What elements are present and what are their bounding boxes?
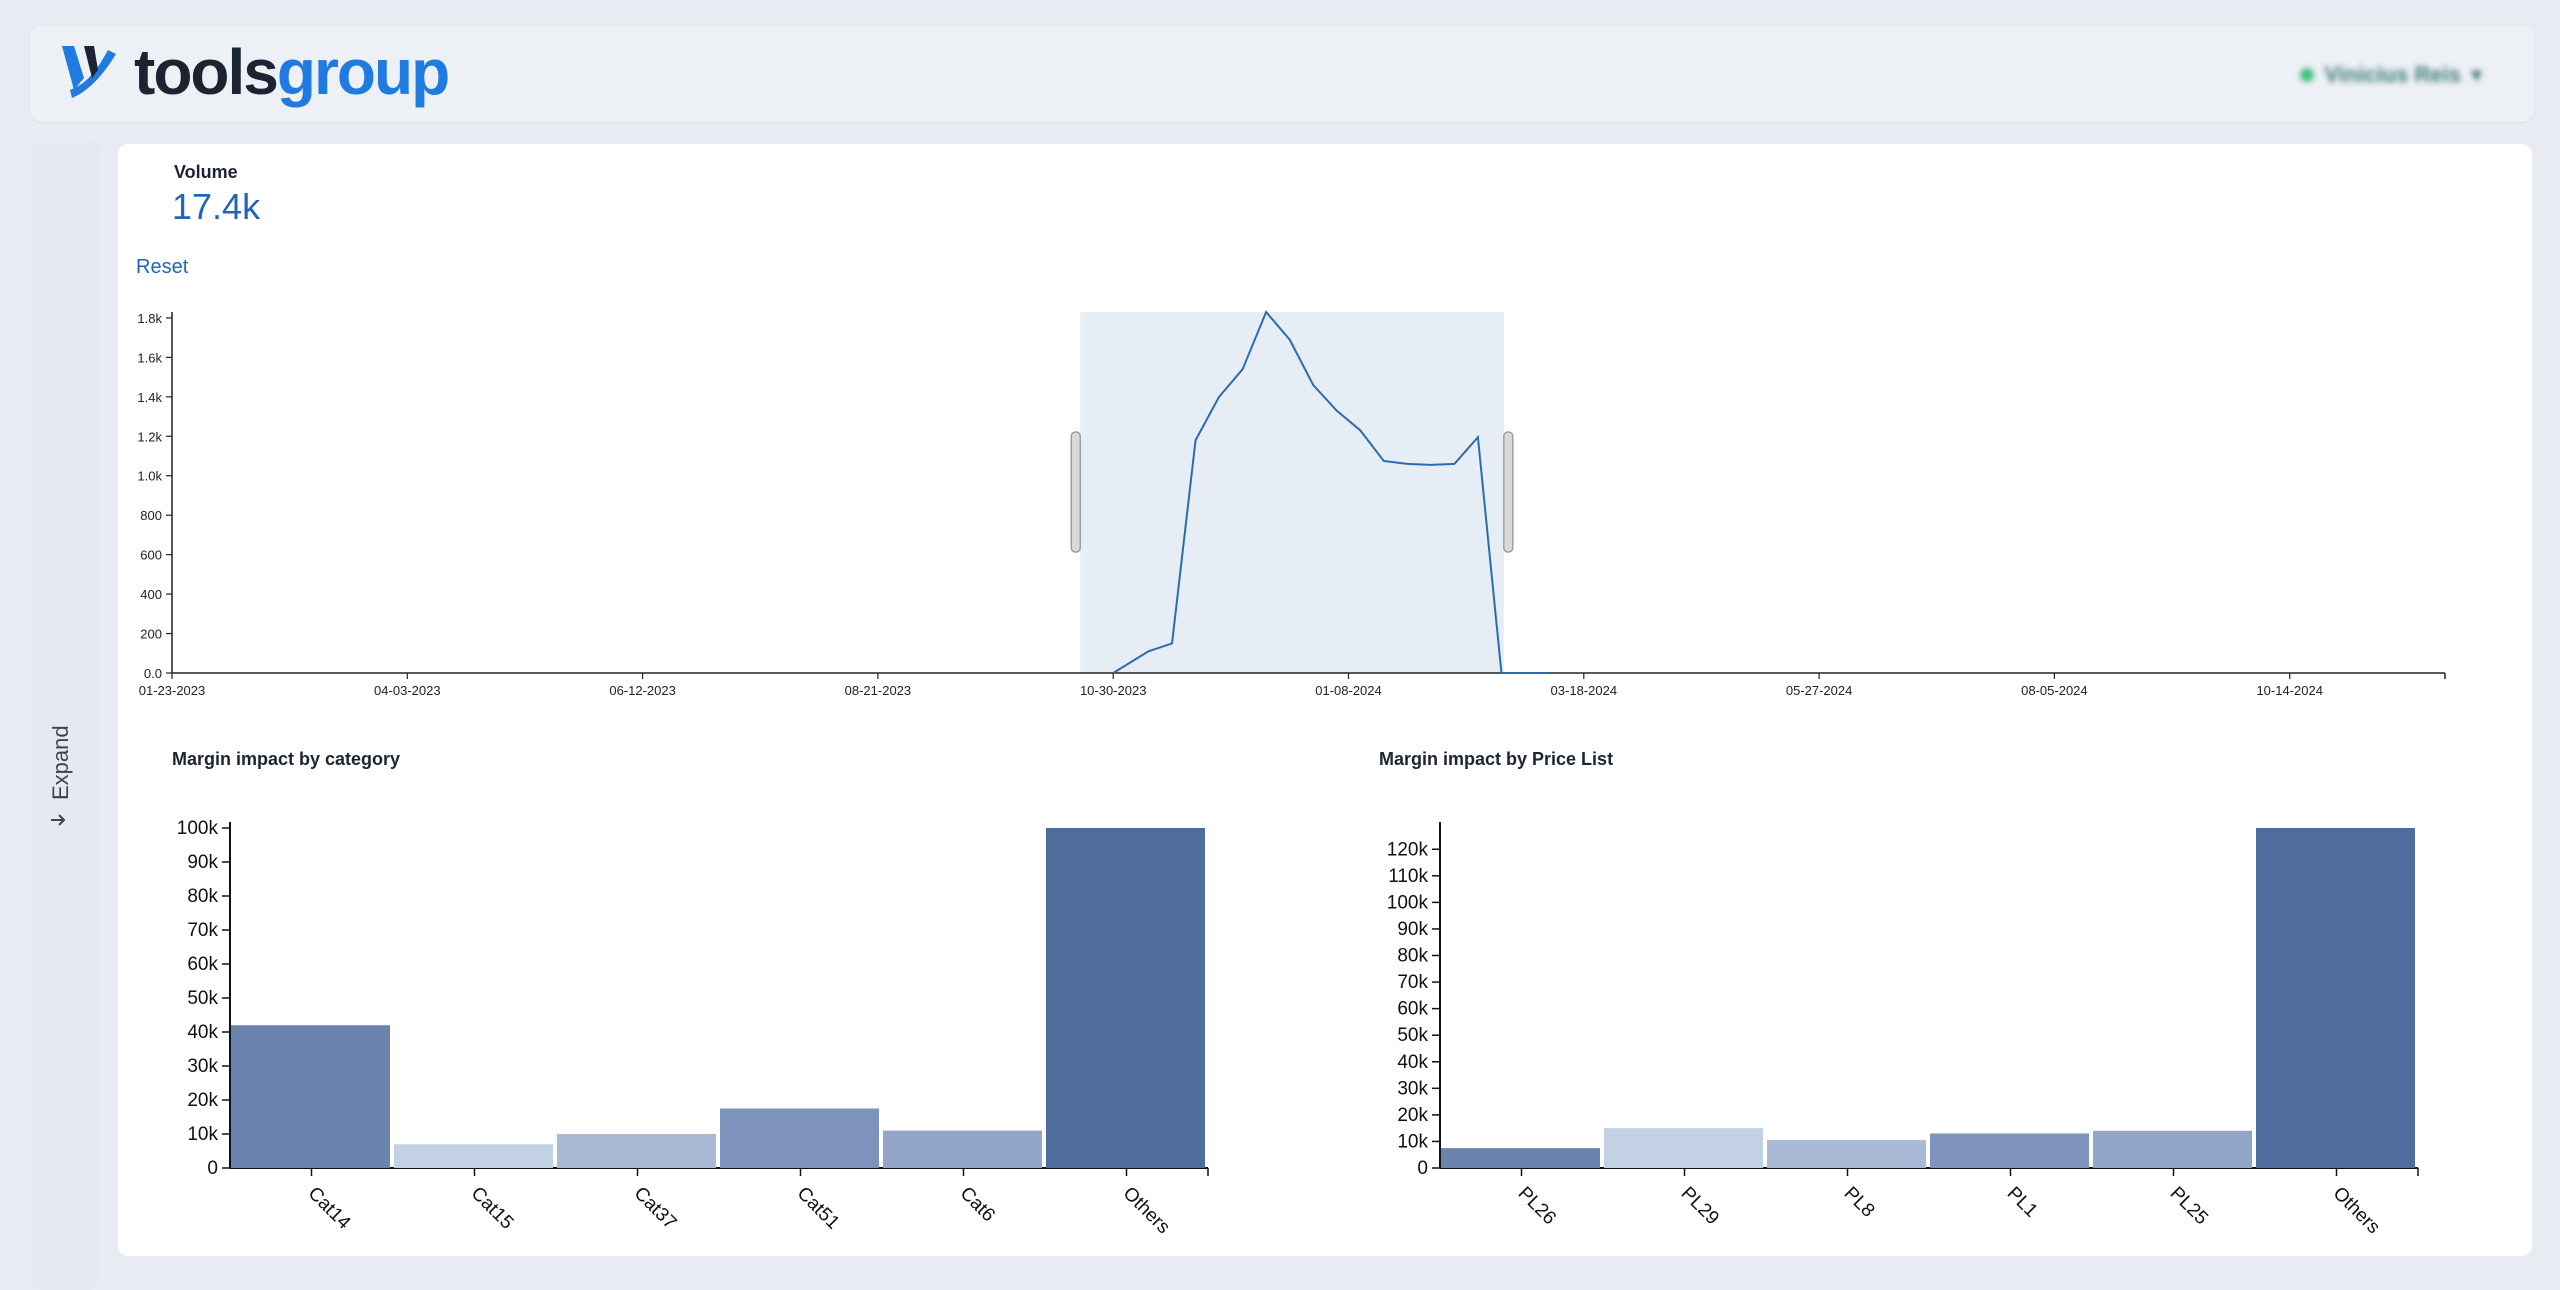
x-tick-label: 08-05-2024 [2021, 683, 2088, 698]
y-tick-label: 0 [1417, 1158, 1428, 1179]
y-tick-label: 200 [140, 627, 162, 642]
y-tick-label: 30k [1397, 1078, 1428, 1099]
app-header: toolsgroup Vinicius Reis ▾ [30, 26, 2534, 122]
y-tick-label: 1.6k [137, 350, 162, 365]
x-tick-label: 06-12-2023 [609, 683, 676, 698]
x-tick-label: Cat14 [304, 1183, 355, 1234]
x-tick-label: PL25 [2166, 1183, 2212, 1229]
bar[interactable] [720, 1109, 879, 1169]
x-tick-label: 04-03-2023 [374, 683, 441, 698]
expand-sidebar-button[interactable]: Expand [48, 725, 74, 830]
user-status-icon [2300, 68, 2314, 82]
x-tick-label: PL1 [2003, 1183, 2042, 1222]
x-tick-label: Cat37 [630, 1183, 681, 1234]
margin-by-pricelist-chart[interactable]: 0 10k 20k 30k 40k 50k 60k 70k 80k 90k 100k 110k 120k… [1360, 810, 2440, 1250]
y-tick-label: 400 [140, 587, 162, 602]
bar[interactable] [394, 1144, 553, 1168]
y-tick-label: 40k [187, 1022, 218, 1043]
x-tick-label: PL8 [1840, 1183, 1879, 1222]
y-tick-label: 90k [1397, 919, 1428, 940]
x-tick-label: 03-18-2024 [1551, 683, 1618, 698]
y-tick-label: 30k [187, 1056, 218, 1077]
x-tick-label: Cat51 [793, 1183, 844, 1234]
y-tick-label: 70k [187, 920, 218, 941]
y-tick-label: 50k [1397, 1025, 1428, 1046]
y-tick-label: 800 [140, 508, 162, 523]
chevron-down-icon: ▾ [2471, 62, 2482, 88]
x-tick-label: Cat15 [467, 1183, 518, 1234]
toolsgroup-logo[interactable]: toolsgroup [56, 40, 448, 104]
logo-wordmark: toolsgroup [134, 40, 448, 104]
pricelist-chart-title: Margin impact by Price List [1379, 749, 1613, 770]
user-menu[interactable]: Vinicius Reis ▾ [2300, 62, 2482, 88]
reset-link[interactable]: Reset [136, 256, 188, 279]
y-tick-label: 600 [140, 548, 162, 563]
y-tick-label: 1.2k [137, 429, 162, 444]
kpi-value: 17.4k [172, 186, 260, 228]
x-tick-label: 10-14-2024 [2256, 683, 2323, 698]
toolsgroup-logo-icon [56, 40, 120, 104]
y-tick-label: 100k [177, 818, 219, 839]
bar[interactable] [1930, 1133, 2089, 1168]
bar[interactable] [1767, 1140, 1926, 1168]
volume-line-chart[interactable]: 0.0 200 400 600 800 1.0k 1.2k 1.4k 1.6k 1.8k 01-23… [120, 300, 2480, 710]
bar[interactable] [1441, 1148, 1600, 1168]
brush-handle-right[interactable] [1504, 432, 1513, 552]
x-tick-label: PL29 [1677, 1183, 1723, 1229]
y-tick-label: 20k [187, 1090, 218, 1111]
y-tick-label: 50k [187, 988, 218, 1009]
x-tick-label: 05-27-2024 [1786, 683, 1853, 698]
x-tick-label: 08-21-2023 [845, 683, 912, 698]
bar[interactable] [2256, 828, 2415, 1168]
sidebar [30, 140, 100, 1290]
arrow-right-icon [48, 810, 74, 830]
x-tick-label: PL26 [1514, 1183, 1560, 1229]
y-tick-label: 110k [1388, 866, 1428, 887]
x-tick-label: Cat6 [956, 1183, 999, 1226]
y-tick-label: 100k [1387, 892, 1429, 913]
y-tick-label: 0 [207, 1158, 218, 1179]
category-chart-title: Margin impact by category [172, 749, 400, 770]
y-tick-label: 20k [1397, 1105, 1428, 1126]
y-tick-label: 1.4k [137, 390, 162, 405]
brush-handle-left[interactable] [1071, 432, 1080, 552]
x-tick-label: Others [1119, 1183, 1174, 1238]
x-tick-label: 01-23-2023 [139, 683, 206, 698]
bar[interactable] [883, 1131, 1042, 1168]
y-tick-label: 60k [1397, 999, 1428, 1020]
brush-selection [1080, 312, 1504, 673]
y-tick-label: 10k [187, 1124, 218, 1145]
y-tick-label: 1.0k [137, 469, 162, 484]
bar[interactable] [1046, 828, 1205, 1168]
y-tick-label: 10k [1397, 1131, 1428, 1152]
y-tick-label: 90k [187, 852, 218, 873]
kpi-label: Volume [174, 162, 238, 183]
bar[interactable] [557, 1134, 716, 1168]
user-name: Vinicius Reis [2324, 62, 2461, 88]
y-tick-label: 1.8k [137, 311, 162, 326]
y-tick-label: 70k [1397, 972, 1428, 993]
margin-by-category-chart[interactable]: 0 10k 20k 30k 40k 50k 60k 70k 80k 90k 100k Cat14 Cat… [150, 810, 1230, 1250]
y-tick-label: 0.0 [144, 666, 162, 681]
bar[interactable] [2093, 1131, 2252, 1168]
y-tick-label: 80k [187, 886, 218, 907]
x-tick-label: 10-30-2023 [1080, 683, 1147, 698]
y-tick-label: 120k [1387, 839, 1429, 860]
expand-label: Expand [48, 725, 74, 800]
y-tick-label: 40k [1397, 1052, 1428, 1073]
logo-wordmark-part1: tools [134, 36, 277, 108]
y-tick-label: 80k [1397, 946, 1428, 967]
y-tick-label: 60k [187, 954, 218, 975]
bar[interactable] [231, 1025, 390, 1168]
logo-wordmark-part2: group [277, 36, 448, 108]
x-tick-label: 01-08-2024 [1315, 683, 1382, 698]
bar[interactable] [1604, 1128, 1763, 1168]
x-tick-label: Others [2329, 1183, 2384, 1238]
